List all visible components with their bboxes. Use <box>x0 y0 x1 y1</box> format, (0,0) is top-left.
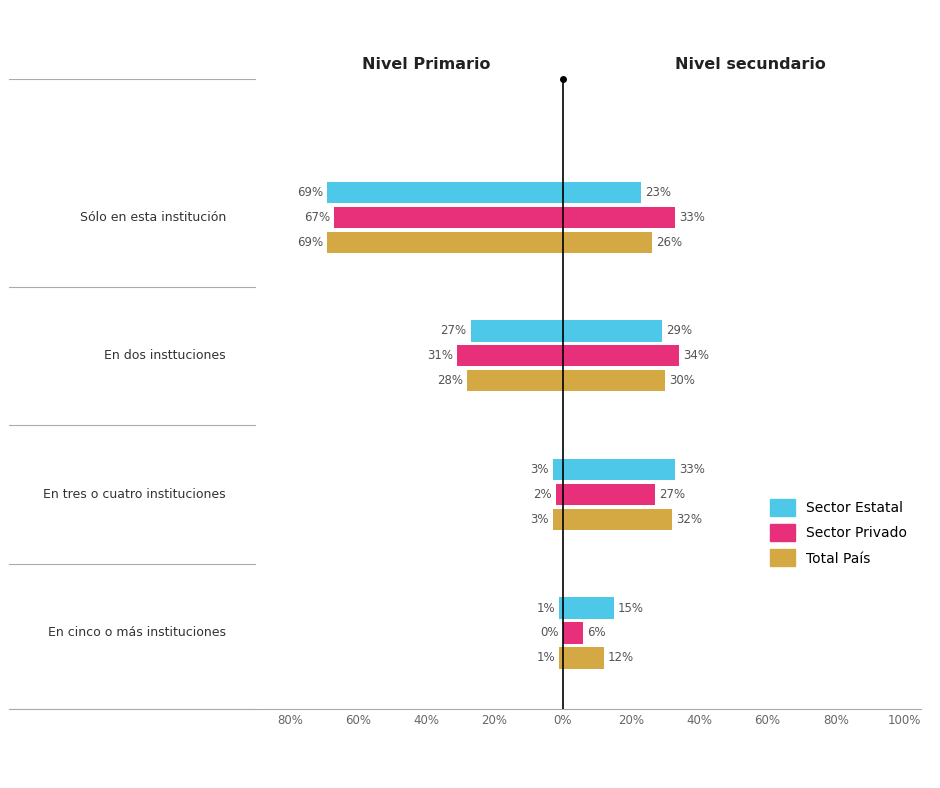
Text: 3%: 3% <box>530 513 548 526</box>
Text: 1%: 1% <box>537 601 556 615</box>
Bar <box>563 345 679 366</box>
Text: 31%: 31% <box>427 349 453 362</box>
Text: Nivel Primario: Nivel Primario <box>362 57 491 72</box>
Text: 1%: 1% <box>537 652 556 664</box>
Bar <box>334 206 563 228</box>
Text: 27%: 27% <box>441 325 466 337</box>
Text: 69%: 69% <box>297 236 323 249</box>
Bar <box>563 509 672 530</box>
Text: 27%: 27% <box>659 488 685 501</box>
Bar <box>559 597 563 619</box>
Bar <box>563 459 676 480</box>
Text: 30%: 30% <box>669 374 696 388</box>
Bar <box>553 509 563 530</box>
Bar <box>553 459 563 480</box>
Text: 12%: 12% <box>608 652 634 664</box>
Text: 33%: 33% <box>680 463 705 476</box>
Bar <box>563 647 603 668</box>
Bar <box>563 597 614 619</box>
Bar <box>563 232 651 253</box>
Bar <box>563 321 662 341</box>
Bar <box>327 182 563 203</box>
Text: 69%: 69% <box>297 186 323 199</box>
Bar <box>471 321 563 341</box>
Text: 34%: 34% <box>683 349 709 362</box>
Text: 32%: 32% <box>676 513 702 526</box>
Legend: Sector Estatal, Sector Privado, Total País: Sector Estatal, Sector Privado, Total Pa… <box>763 492 915 574</box>
Bar <box>556 484 563 505</box>
Bar <box>563 484 655 505</box>
Text: 23%: 23% <box>646 186 671 199</box>
Text: En tres o cuatro instituciones: En tres o cuatro instituciones <box>43 488 226 501</box>
Bar <box>563 206 676 228</box>
Bar <box>559 647 563 668</box>
Text: 29%: 29% <box>666 325 692 337</box>
Text: 6%: 6% <box>588 626 606 640</box>
Text: Nivel secundario: Nivel secundario <box>675 57 826 72</box>
Text: 28%: 28% <box>437 374 463 388</box>
Text: 67%: 67% <box>304 211 330 224</box>
Text: 3%: 3% <box>530 463 548 476</box>
Text: Sólo en esta institución: Sólo en esta institución <box>80 211 226 224</box>
Text: 26%: 26% <box>655 236 682 249</box>
Bar <box>327 232 563 253</box>
Bar <box>563 623 584 644</box>
Bar <box>467 370 563 392</box>
Text: En dos insttuciones: En dos insttuciones <box>104 349 226 362</box>
Text: En cinco o más instituciones: En cinco o más instituciones <box>48 626 226 640</box>
Bar <box>563 370 666 392</box>
Text: 33%: 33% <box>680 211 705 224</box>
Bar <box>457 345 563 366</box>
Text: 2%: 2% <box>533 488 552 501</box>
Text: 15%: 15% <box>619 601 644 615</box>
Text: 0%: 0% <box>540 626 558 640</box>
Bar <box>563 182 641 203</box>
